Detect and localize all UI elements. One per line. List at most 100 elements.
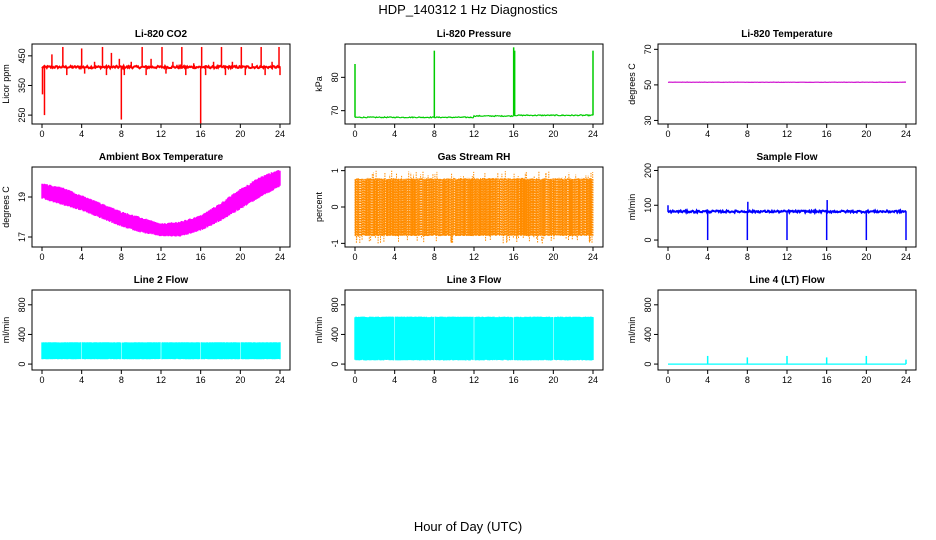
y-tick-label: -1 (330, 239, 340, 247)
panel-title: Li-820 Temperature (741, 29, 833, 40)
x-tick-label: 20 (235, 252, 245, 262)
x-tick-label: 8 (432, 375, 437, 385)
y-axis-label: percent (314, 191, 324, 222)
y-tick-label: 400 (643, 327, 653, 342)
x-tick-label: 0 (39, 375, 44, 385)
y-tick-label: 70 (643, 44, 653, 54)
series-line (41, 63, 281, 71)
panel-title: Line 2 Flow (134, 275, 189, 286)
y-tick-label: 100 (643, 198, 653, 213)
x-tick-label: 4 (705, 375, 710, 385)
x-tick-label: 16 (509, 375, 519, 385)
x-tick-label: 12 (469, 129, 479, 139)
panel-6: Sample Flow ml/min 0 4 8 12 16 20 24 0 100 200 (627, 152, 917, 262)
y-tick-label: 17 (17, 232, 27, 242)
x-tick-label: 16 (822, 252, 832, 262)
x-tick-label: 0 (352, 129, 357, 139)
x-tick-label: 20 (861, 129, 871, 139)
y-axis-label: ml/min (1, 317, 11, 344)
x-tick-label: 20 (548, 375, 558, 385)
x-tick-label: 4 (705, 252, 710, 262)
x-tick-label: 0 (665, 375, 670, 385)
panel-title: Sample Flow (756, 152, 817, 163)
x-tick-label: 4 (79, 375, 84, 385)
x-tick-label: 16 (196, 252, 206, 262)
y-tick-label: 400 (17, 327, 27, 342)
y-tick-label: 0 (17, 362, 27, 367)
panel-title: Line 4 (LT) Flow (749, 275, 825, 286)
x-tick-label: 16 (509, 129, 519, 139)
x-tick-label: 0 (665, 129, 670, 139)
y-tick-label: 0 (643, 238, 653, 243)
x-tick-label: 20 (548, 252, 558, 262)
panel-title: Li-820 Pressure (437, 29, 512, 40)
x-tick-label: 20 (235, 129, 245, 139)
y-tick-label: 400 (330, 327, 340, 342)
y-tick-label: 800 (17, 297, 27, 312)
series-band (41, 170, 281, 237)
x-tick-label: 12 (782, 129, 792, 139)
panel-8: Line 3 Flow ml/min 0 4 8 12 16 20 24 0 400 800 (314, 275, 604, 385)
panel-1: Li-820 CO2 Licor ppm 0 4 8 12 16 20 24 250 350 450 (1, 29, 291, 139)
x-tick-label: 24 (275, 375, 285, 385)
x-tick-label: 12 (469, 375, 479, 385)
x-tick-label: 4 (392, 129, 397, 139)
x-tick-label: 4 (79, 129, 84, 139)
x-tick-label: 0 (665, 252, 670, 262)
y-tick-label: 350 (17, 78, 27, 93)
panel-4: Ambient Box Temperature degrees C 0 4 8 12 16 2… (1, 152, 291, 262)
y-tick-label: 80 (330, 72, 340, 82)
panel-title: Gas Stream RH (438, 152, 511, 163)
x-tick-label: 4 (392, 375, 397, 385)
x-tick-label: 16 (822, 375, 832, 385)
panel-9: Line 4 (LT) Flow ml/min 0 4 8 12 16 20 24 0 400 800 (627, 275, 917, 385)
y-tick-label: 0 (643, 362, 653, 367)
panel-7: Line 2 Flow ml/min 0 4 8 12 16 20 24 0 400 800 (1, 275, 291, 385)
x-tick-label: 0 (39, 129, 44, 139)
plot-frame (657, 43, 917, 125)
x-tick-label: 8 (745, 129, 750, 139)
x-tick-label: 0 (352, 252, 357, 262)
x-tick-label: 24 (901, 252, 911, 262)
x-tick-label: 20 (861, 252, 871, 262)
plot-frame (344, 43, 604, 125)
y-axis-label: kPa (314, 76, 324, 92)
y-axis-label: Licor ppm (1, 64, 11, 104)
x-tick-label: 24 (588, 252, 598, 262)
x-tick-label: 12 (469, 252, 479, 262)
y-tick-label: 1 (330, 168, 340, 173)
x-tick-label: 12 (782, 252, 792, 262)
plot-frame (31, 43, 291, 125)
x-tick-label: 12 (782, 375, 792, 385)
x-tick-label: 24 (901, 375, 911, 385)
y-tick-label: 30 (643, 115, 653, 125)
panel-title: Li-820 CO2 (135, 29, 188, 40)
x-tick-label: 24 (275, 129, 285, 139)
figure-title: HDP_140312 1 Hz Diagnostics (378, 2, 558, 17)
x-tick-label: 24 (901, 129, 911, 139)
series-line (354, 114, 594, 119)
y-tick-label: 19 (17, 192, 27, 202)
y-tick-label: 800 (643, 297, 653, 312)
x-tick-label: 12 (156, 129, 166, 139)
y-axis-label: ml/min (627, 194, 637, 221)
panel-3: Li-820 Temperature degrees C 0 4 8 12 16 20 24 30… (627, 29, 917, 139)
panel-5: Gas Stream RH percent 0 4 8 12 16 20 24 -1 0 1 (314, 152, 604, 262)
y-tick-label: 0 (330, 204, 340, 209)
x-tick-label: 16 (196, 375, 206, 385)
x-tick-label: 12 (156, 375, 166, 385)
panel-2: Li-820 Pressure kPa 0 4 8 12 16 20 24 70 80 (314, 29, 604, 139)
series-band (354, 316, 594, 361)
y-tick-label: 0 (330, 362, 340, 367)
x-tick-label: 20 (235, 375, 245, 385)
y-tick-label: 50 (643, 80, 653, 90)
y-tick-label: 200 (643, 163, 653, 178)
x-tick-label: 4 (705, 129, 710, 139)
y-tick-label: 250 (17, 108, 27, 123)
y-tick-label: 800 (330, 297, 340, 312)
x-tick-label: 20 (861, 375, 871, 385)
x-tick-label: 8 (745, 375, 750, 385)
series-points (354, 170, 594, 244)
